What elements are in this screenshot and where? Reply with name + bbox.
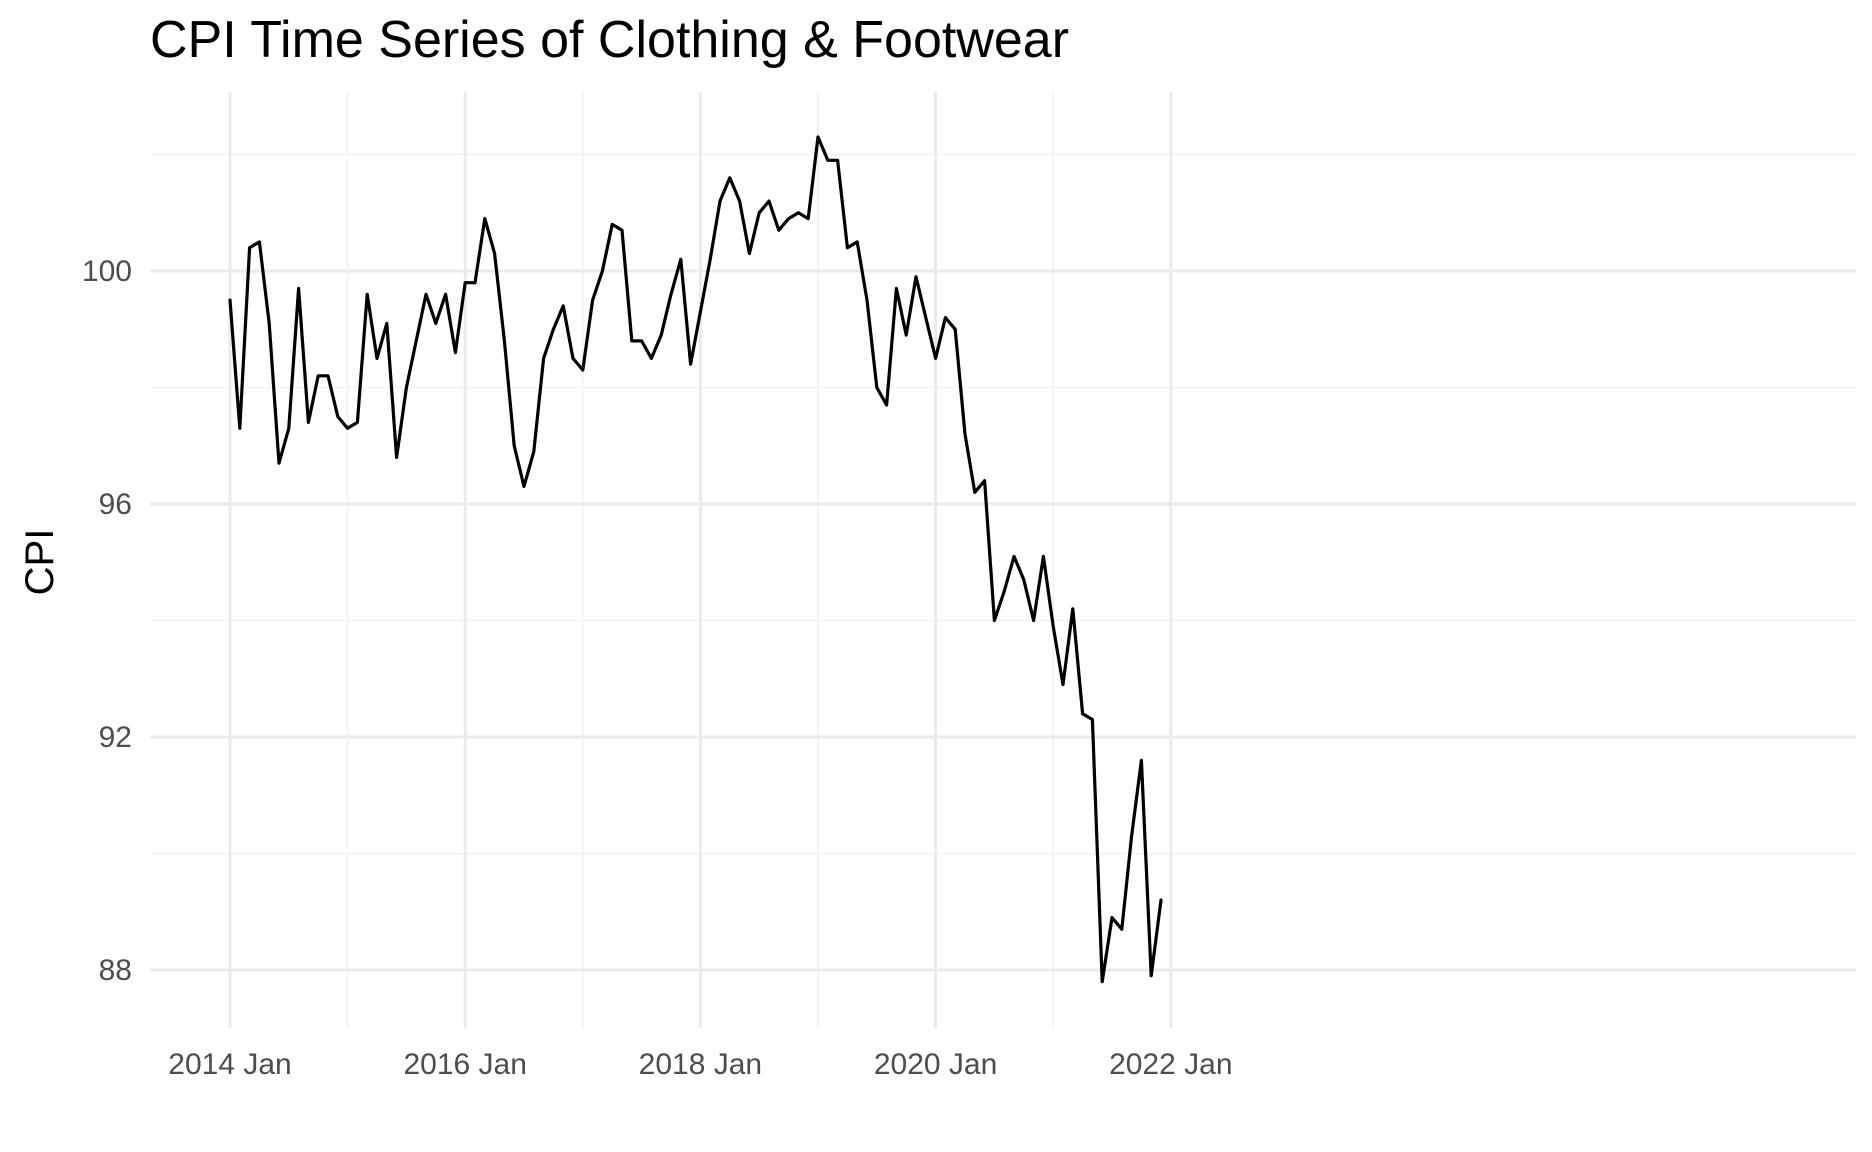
- y-tick-label: 88: [99, 954, 132, 987]
- x-tick-labels: 2014 Jan 2016 Jan 2018 Jan 2020 Jan 2022 Jan: [168, 1048, 1232, 1081]
- y-axis-title: CPI: [18, 529, 62, 596]
- y-tick-label: 96: [99, 488, 132, 521]
- series-layer: [228, 135, 1163, 984]
- minor-gridlines: [150, 92, 1856, 1028]
- chart-title: CPI Time Series of Clothing & Footwear: [150, 11, 1070, 69]
- y-tick-labels: 88 92 96 100: [82, 255, 132, 987]
- x-tick-label: 2014 Jan: [168, 1048, 291, 1081]
- x-tick-label: 2020 Jan: [874, 1048, 997, 1081]
- y-tick-label: 92: [99, 721, 132, 754]
- y-tick-label: 100: [82, 255, 132, 288]
- series-line: [228, 135, 1163, 984]
- x-tick-label: 2022 Jan: [1109, 1048, 1232, 1081]
- x-tick-label: 2018 Jan: [639, 1048, 762, 1081]
- major-gridlines: [150, 92, 1856, 1028]
- x-tick-label: 2016 Jan: [403, 1048, 526, 1081]
